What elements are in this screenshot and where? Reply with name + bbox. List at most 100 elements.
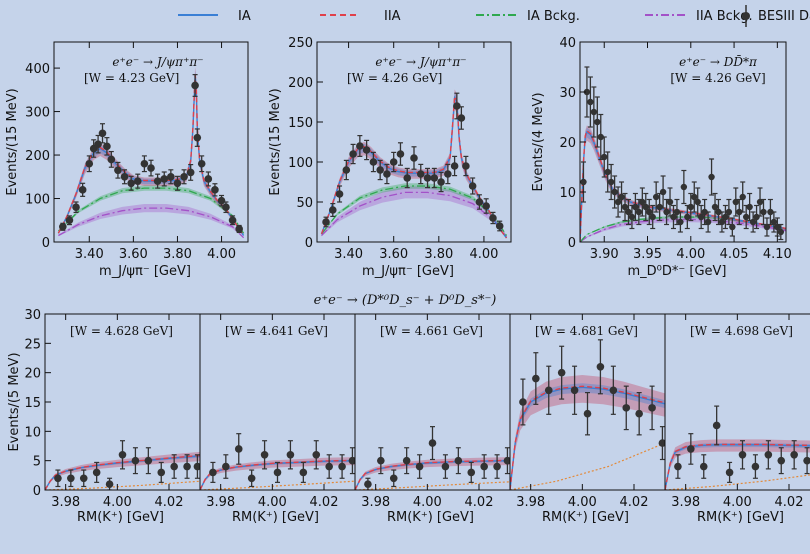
plot-area bbox=[45, 440, 200, 490]
y-tick-label: 0 bbox=[42, 236, 50, 251]
x-tick-label: 4.02 bbox=[310, 495, 339, 510]
panel-1: 3.40 3.60 3.80 4.00 0 100 200 300 400 Events/(15 … bbox=[5, 41, 249, 279]
data-point bbox=[753, 213, 760, 221]
data-point bbox=[173, 179, 182, 188]
data-point bbox=[742, 213, 750, 221]
iia-bckg-line bbox=[321, 191, 508, 238]
data-point bbox=[722, 213, 729, 221]
data-point bbox=[767, 208, 774, 216]
data-point bbox=[495, 222, 504, 230]
data-point bbox=[673, 208, 681, 216]
data-point bbox=[625, 208, 632, 216]
data-point bbox=[639, 198, 646, 206]
panel-annotation-energy: [W = 4.26 GeV] bbox=[347, 71, 442, 85]
iia-bckg-band bbox=[58, 204, 244, 239]
x-tick-label: 4.10 bbox=[763, 247, 792, 262]
x-tick-label: 4.00 bbox=[568, 495, 597, 510]
iia-total-line bbox=[45, 454, 200, 490]
data-point bbox=[157, 468, 166, 477]
data-point bbox=[437, 178, 445, 186]
legend-label-ia: IA bbox=[238, 9, 251, 24]
x-tick-label: 3.40 bbox=[334, 247, 363, 262]
data-point bbox=[760, 208, 767, 216]
x-tick-label: 4.02 bbox=[465, 495, 494, 510]
y-tick-label: 20 bbox=[559, 136, 576, 151]
data-point bbox=[131, 456, 140, 465]
data-point bbox=[570, 386, 579, 395]
data-point bbox=[694, 198, 701, 206]
x-tick-label: 3.90 bbox=[590, 247, 619, 262]
data-point bbox=[338, 462, 346, 471]
data-point bbox=[191, 81, 199, 90]
data-point bbox=[167, 172, 175, 181]
y-tick-label: 200 bbox=[288, 76, 313, 91]
data-point bbox=[147, 164, 155, 172]
data-point bbox=[674, 462, 682, 471]
ia-bckg-band bbox=[58, 185, 244, 234]
data-point bbox=[621, 203, 629, 211]
plot-area bbox=[510, 339, 665, 490]
data-point bbox=[85, 159, 94, 168]
data-point bbox=[648, 404, 656, 412]
data-point bbox=[144, 456, 153, 465]
data-point bbox=[596, 363, 605, 371]
data-point bbox=[92, 468, 101, 477]
panel-annotation-energy: [W = 4.23 GeV] bbox=[84, 71, 179, 85]
data-point bbox=[410, 154, 418, 162]
data-point bbox=[763, 223, 771, 231]
data-point bbox=[454, 456, 463, 465]
data-point bbox=[704, 218, 712, 226]
data-point bbox=[209, 468, 217, 477]
data-point bbox=[715, 208, 722, 216]
data-point bbox=[54, 474, 62, 483]
x-tick-label: 4.00 bbox=[413, 495, 442, 510]
data-point bbox=[652, 193, 660, 201]
data-point bbox=[325, 462, 333, 471]
x-tick-label: 4.02 bbox=[155, 495, 184, 510]
data-point bbox=[711, 203, 719, 211]
data-point bbox=[160, 175, 169, 183]
y-tick-label: 0 bbox=[305, 236, 313, 251]
x-axis-label: RM(K⁺) [GeV] bbox=[232, 510, 319, 525]
data-point bbox=[684, 213, 691, 221]
data-point bbox=[369, 158, 378, 166]
data-point bbox=[790, 451, 798, 459]
bckg-line bbox=[45, 480, 200, 490]
panel-annotation-energy: [W = 4.681 GeV] bbox=[535, 324, 638, 338]
data-point bbox=[286, 451, 295, 459]
data-point bbox=[98, 129, 107, 138]
data-point bbox=[519, 398, 527, 406]
data-point bbox=[335, 190, 344, 198]
data-point bbox=[65, 216, 74, 225]
data-point bbox=[322, 218, 330, 226]
data-point bbox=[697, 213, 705, 221]
data-point bbox=[663, 208, 670, 216]
data-point bbox=[186, 168, 195, 177]
legend-label-iia: IIA bbox=[384, 9, 401, 24]
data-point bbox=[416, 170, 425, 178]
iia-total-line bbox=[665, 443, 810, 490]
plot-area bbox=[665, 405, 810, 490]
data-point bbox=[642, 203, 649, 211]
data-point bbox=[622, 404, 631, 412]
data-point bbox=[583, 409, 592, 418]
data-point bbox=[328, 206, 337, 214]
data-point bbox=[587, 98, 594, 106]
data-point bbox=[222, 203, 230, 212]
y-axis-label: Events/(15 MeV) bbox=[5, 88, 20, 195]
x-tick-label: 4.00 bbox=[723, 495, 752, 510]
data-point bbox=[273, 468, 282, 477]
y-tick-label: 250 bbox=[288, 36, 313, 51]
data-point bbox=[712, 421, 721, 430]
panel-3: 3.90 3.95 4.00 4.05 4.10 0 10 20 30 40 Events/(4 M… bbox=[531, 36, 792, 279]
y-tick-label: 50 bbox=[296, 196, 313, 211]
data-point bbox=[423, 174, 432, 182]
y-tick-label: 10 bbox=[559, 186, 576, 201]
data-point bbox=[607, 178, 615, 186]
y-tick-label: 300 bbox=[25, 106, 50, 121]
data-point bbox=[601, 153, 608, 161]
data-point bbox=[746, 203, 753, 211]
data-point bbox=[120, 172, 129, 181]
panel-annotation-energy: [W = 4.661 GeV] bbox=[380, 324, 483, 338]
data-point bbox=[708, 173, 715, 181]
